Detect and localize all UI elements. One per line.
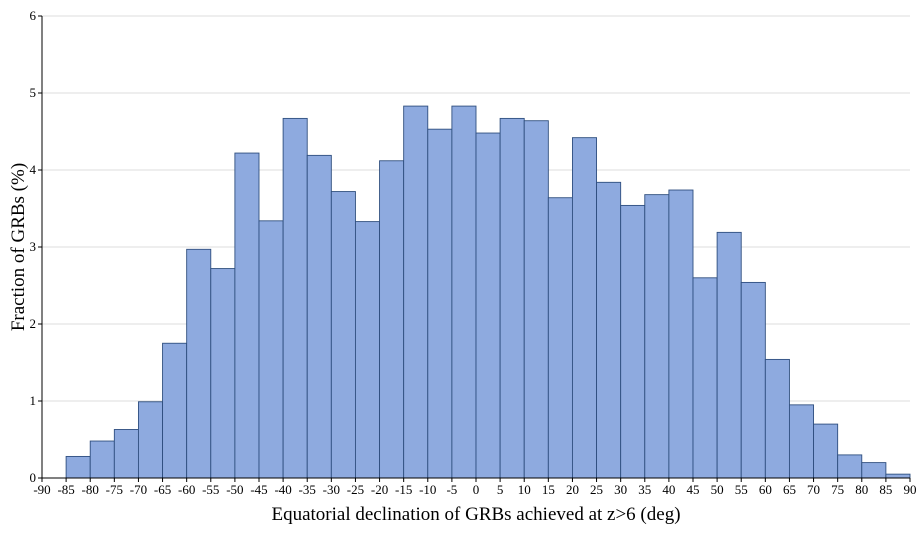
bar-85-to-90 (885, 473, 911, 479)
x-tick-label: 45 (687, 482, 700, 497)
x-tick-label: 5 (497, 482, 504, 497)
bar-50-to-55 (716, 231, 742, 479)
x-tick-label: -60 (178, 482, 195, 497)
x-tick-label: 15 (542, 482, 555, 497)
x-tick-label: -80 (82, 482, 99, 497)
bar--10-to--5 (427, 128, 453, 479)
bar--75-to--70 (113, 429, 139, 479)
x-tick-label: -35 (299, 482, 316, 497)
x-tick-label: 50 (711, 482, 724, 497)
bar--60-to--55 (186, 248, 212, 479)
x-tick-label: 60 (759, 482, 772, 497)
x-tick-label: 20 (566, 482, 579, 497)
bar--25-to--20 (354, 221, 381, 479)
bar--70-to--65 (137, 401, 164, 479)
bar--35-to--30 (306, 154, 332, 479)
x-tick-label: 35 (638, 482, 651, 497)
x-tick-label: -90 (33, 482, 50, 497)
x-tick-label: 0 (473, 482, 480, 497)
bar-60-to-65 (764, 358, 790, 479)
bar--30-to--25 (330, 191, 356, 479)
x-tick-label: -30 (323, 482, 340, 497)
x-axis-ticks: -90 -85 -80 -75 -70 -65 -60 -55 -50 -45 -40 -35 -30-… (33, 478, 917, 497)
y-tick-label: 3 (30, 239, 37, 254)
bar--5-to-0 (451, 105, 477, 479)
bar-40-to-45 (668, 189, 694, 479)
x-tick-label: -40 (274, 482, 291, 497)
x-tick-label: 85 (879, 482, 892, 497)
x-tick-label: 55 (735, 482, 748, 497)
x-axis-title: Equatorial declination of GRBs achieved … (271, 504, 680, 525)
x-tick-label: -45 (250, 482, 267, 497)
x-tick-label: -20 (371, 482, 388, 497)
bar-10-to-15 (523, 120, 549, 479)
x-tick-label: -15 (395, 482, 412, 497)
y-axis-title: Fraction of GRBs (%) (8, 163, 29, 331)
x-tick-label: -10 (419, 482, 436, 497)
x-tick-label: 40 (662, 482, 675, 497)
x-tick-label: 65 (783, 482, 796, 497)
x-tick-label: -65 (154, 482, 171, 497)
bar-70-to-75 (813, 423, 839, 479)
y-tick-label: 4 (30, 162, 37, 177)
bar--80-to--75 (89, 440, 115, 479)
bar-75-to-80 (837, 454, 863, 479)
bar-80-to-85 (861, 462, 887, 479)
bar-45-to-50 (692, 277, 718, 479)
x-tick-label: -25 (347, 482, 364, 497)
bar-65-to-70 (788, 404, 815, 479)
bar-55-to-60 (740, 281, 766, 479)
bars (65, 105, 911, 479)
bar-25-to-30 (596, 181, 622, 479)
y-tick-label: 2 (30, 316, 37, 331)
bar--45-to--40 (258, 220, 284, 479)
x-tick-label: -85 (57, 482, 74, 497)
bar-30-to-35 (620, 204, 646, 479)
x-tick-label: 80 (855, 482, 868, 497)
y-tick-label: 0 (30, 470, 37, 485)
x-tick-label: 70 (807, 482, 820, 497)
x-tick-label: -75 (106, 482, 123, 497)
bar--65-to--60 (162, 342, 188, 479)
y-tick-label: 6 (30, 8, 37, 23)
y-axis-ticks: 0 1 2 3 4 5 6 (30, 8, 42, 485)
bar--50-to--45 (234, 152, 260, 479)
x-tick-label: -55 (202, 482, 219, 497)
x-tick-label: -50 (226, 482, 243, 497)
x-tick-label: -5 (446, 482, 457, 497)
x-tick-label: 30 (614, 482, 627, 497)
bar--20-to--15 (379, 160, 405, 479)
x-tick-label: 90 (904, 482, 917, 497)
bar-0-to-5 (475, 132, 501, 479)
y-tick-label: 1 (30, 393, 37, 408)
bar--15-to--10 (403, 105, 429, 479)
bar-20-to-25 (571, 137, 598, 479)
bar--55-to--50 (210, 268, 236, 479)
x-tick-label: 25 (590, 482, 603, 497)
x-tick-label: 75 (831, 482, 844, 497)
y-tick-label: 5 (30, 85, 37, 100)
bar--85-to--80 (65, 455, 91, 479)
bar-5-to-10 (499, 117, 525, 479)
bar-35-to-40 (644, 194, 670, 479)
bar-15-to-20 (547, 197, 573, 479)
bar--40-to--35 (282, 117, 308, 479)
x-tick-label: -70 (130, 482, 147, 497)
x-tick-label: 10 (518, 482, 531, 497)
